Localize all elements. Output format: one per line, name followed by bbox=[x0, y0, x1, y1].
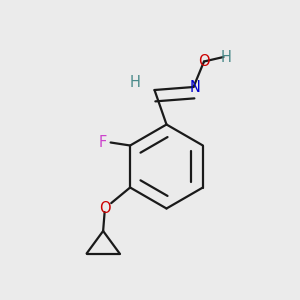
Text: O: O bbox=[198, 54, 210, 69]
Text: O: O bbox=[99, 201, 110, 216]
Text: H: H bbox=[130, 75, 140, 90]
Text: F: F bbox=[99, 135, 107, 150]
Text: H: H bbox=[221, 50, 232, 64]
Text: N: N bbox=[190, 80, 200, 94]
